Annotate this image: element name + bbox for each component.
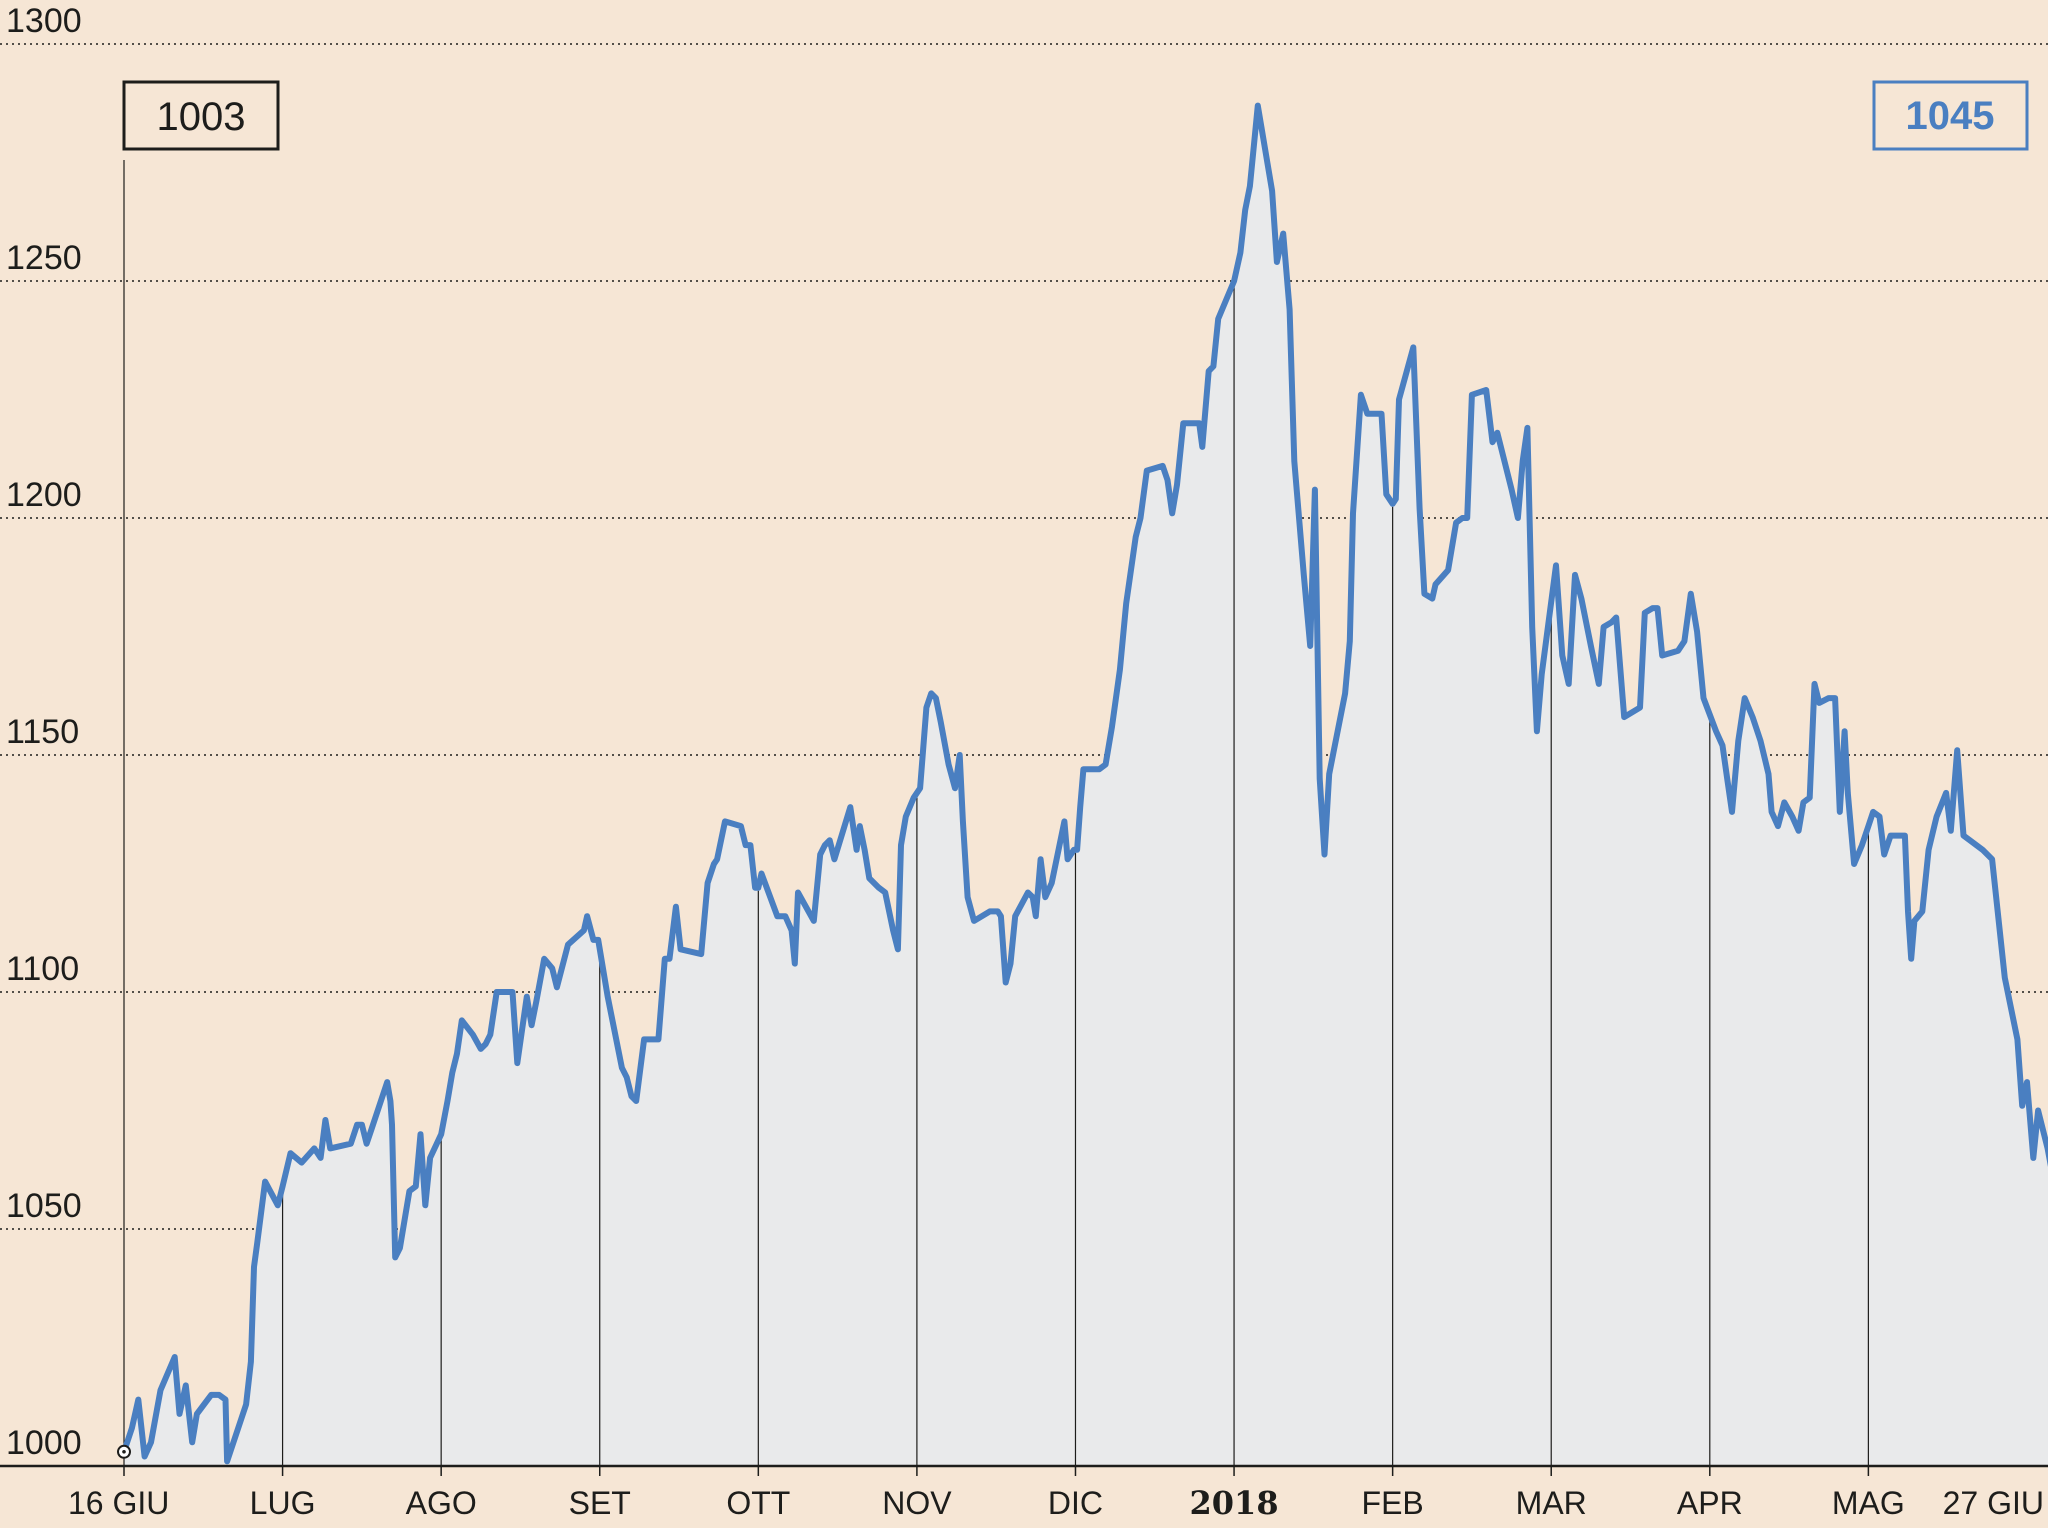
end-value-box: 1045	[1872, 80, 2029, 151]
x-tick-label-nov: NOV	[882, 1485, 952, 1521]
x-tick-label-lug: LUG	[250, 1485, 316, 1521]
x-tick-label-mag: MAG	[1832, 1485, 1905, 1521]
endpoint-markers	[117, 1444, 131, 1459]
y-tick-label-1150: 1150	[6, 713, 79, 751]
x-tick-label-apr: APR	[1677, 1485, 1743, 1521]
y-tick-labels: 1000 1050 1100 1150 1200 1250 1300	[6, 2, 82, 1462]
x-tick-labels: 16 GIU LUG AGO SET OTT NOV DIC 2018 FEB MAR APR MAG…	[68, 1484, 2044, 1522]
x-tick-label-feb: FEB	[1362, 1485, 1424, 1521]
area-fill	[124, 105, 2048, 1466]
y-tick-label-1050: 1050	[6, 1187, 82, 1225]
x-tick-label-16-giu: 16 GIU	[68, 1485, 169, 1521]
x-tick-label-2018: 2018	[1190, 1484, 1279, 1522]
end-value-label: 1045	[1906, 94, 1995, 138]
marker-dot	[122, 1449, 126, 1454]
y-tick-label-1000: 1000	[6, 1424, 82, 1462]
y-tick-label-1200: 1200	[6, 476, 82, 514]
y-tick-label-1300: 1300	[6, 2, 82, 40]
series-line	[121, 102, 2048, 1465]
x-tick-label-mar: MAR	[1516, 1485, 1587, 1521]
x-tick-label-ott: OTT	[726, 1485, 790, 1521]
start-value-label: 1003	[157, 95, 246, 139]
y-tick-label-1100: 1100	[6, 950, 79, 988]
x-tick-label-set: SET	[569, 1485, 631, 1521]
y-tick-label-1250: 1250	[6, 239, 82, 277]
x-tick-label-ago: AGO	[406, 1485, 477, 1521]
start-value-box: 1003	[122, 80, 280, 151]
x-tick-label-27-giu: 27 GIU	[1943, 1485, 2044, 1521]
x-tick-label-dic: DIC	[1048, 1485, 1103, 1521]
month-divider-lines	[123, 160, 1869, 1466]
axes	[0, 1464, 2048, 1476]
